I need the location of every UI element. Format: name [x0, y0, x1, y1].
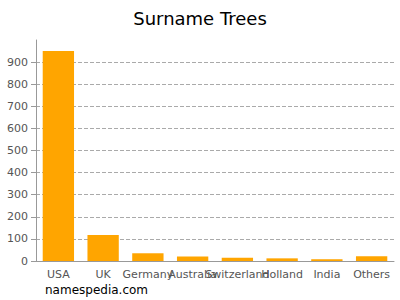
svg-text:USA: USA [47, 268, 70, 281]
svg-text:500: 500 [7, 144, 28, 157]
svg-text:India: India [313, 268, 340, 281]
svg-text:800: 800 [7, 78, 28, 91]
svg-text:0: 0 [21, 255, 28, 268]
svg-text:400: 400 [7, 166, 28, 179]
svg-text:700: 700 [7, 100, 28, 113]
svg-text:Holland: Holland [261, 268, 303, 281]
svg-text:Surname Trees: Surname Trees [133, 8, 267, 29]
svg-text:Germany: Germany [123, 268, 174, 281]
svg-text:300: 300 [7, 188, 28, 201]
svg-text:Australia: Australia [168, 268, 217, 281]
svg-text:100: 100 [7, 232, 28, 245]
svg-text:900: 900 [7, 56, 28, 69]
svg-text:200: 200 [7, 210, 28, 223]
svg-text:UK: UK [95, 268, 111, 281]
svg-text:namespedia.com: namespedia.com [45, 283, 148, 297]
svg-text:Others: Others [353, 268, 390, 281]
svg-text:600: 600 [7, 122, 28, 135]
svg-text:Switzerland: Switzerland [205, 268, 269, 281]
